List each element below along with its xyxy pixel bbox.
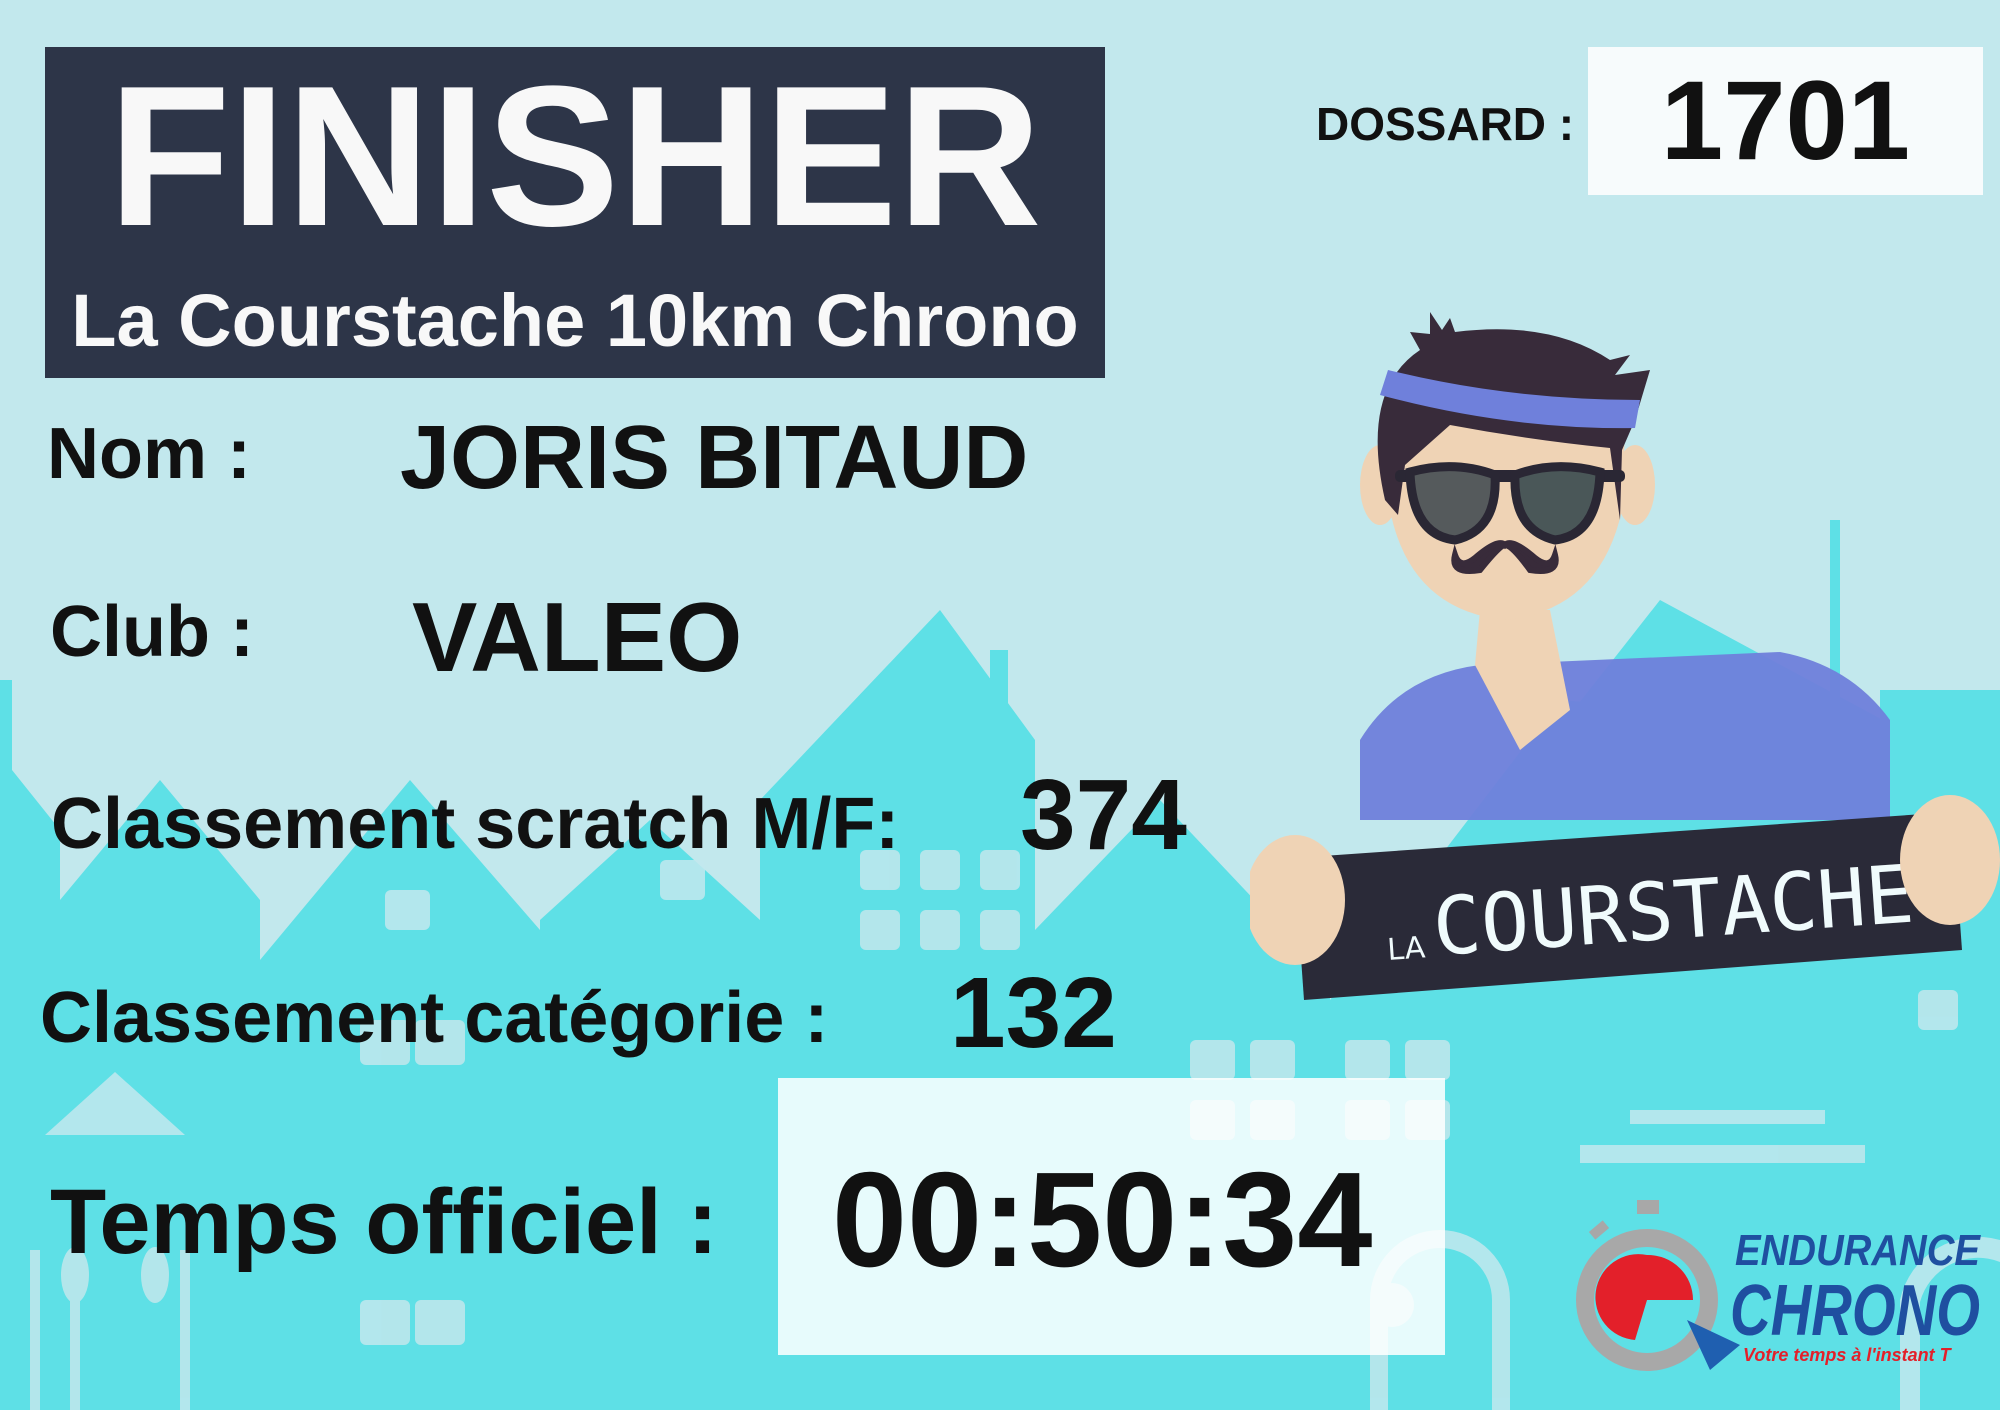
- race-name: La Courstache 10km Chrono: [71, 279, 1079, 362]
- nom-label: Nom :: [47, 414, 251, 494]
- finisher-title: FINISHER: [108, 45, 1042, 268]
- endurance-chrono-logo: ENDURANCE CHRONO Votre temps à l'instant…: [1576, 1200, 1981, 1371]
- categorie-value: 132: [950, 957, 1117, 1069]
- categorie-label: Classement catégorie :: [40, 978, 829, 1058]
- sign-text: LA: [1386, 930, 1427, 968]
- logo-line1: ENDURANCE: [1735, 1226, 1981, 1275]
- dossard-box: 1701: [1588, 47, 1983, 195]
- time-box: [778, 1078, 1445, 1355]
- temps-label: Temps officiel :: [50, 1171, 718, 1273]
- club-value: VALEO: [412, 582, 743, 692]
- scratch-value: 374: [1020, 759, 1187, 871]
- mustache-runner-mascot: LA COURSTACHE: [1250, 312, 2000, 1000]
- nom-value: JORIS BITAUD: [400, 408, 1029, 508]
- temps-value: 00:50:34: [832, 1144, 1373, 1295]
- logo-tagline: Votre temps à l'instant T: [1743, 1345, 1953, 1365]
- club-label: Club :: [50, 592, 254, 672]
- scratch-label: Classement scratch M/F:: [51, 784, 900, 864]
- dossard-label: DOSSARD :: [1316, 98, 1575, 150]
- finisher-banner: FINISHER La Courstache 10km Chrono: [45, 47, 1105, 378]
- dossard-value: 1701: [1660, 58, 1911, 183]
- logo-line2: CHRONO: [1730, 1271, 1980, 1351]
- stopwatch-icon: [1576, 1200, 1740, 1371]
